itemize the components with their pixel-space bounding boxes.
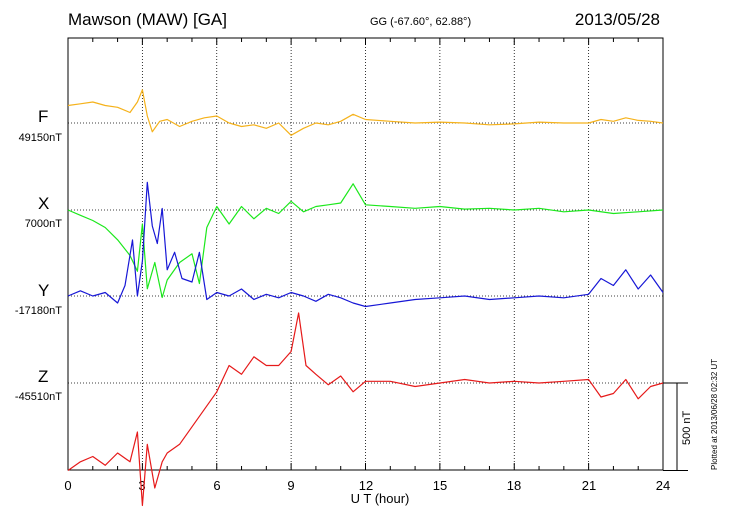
series-line-y: [67, 181, 664, 308]
channel-baseline-y: -17180nT: [14, 305, 62, 317]
station-title: Mawson (MAW) [GA]: [68, 10, 227, 29]
axis-ticks: [67, 38, 664, 470]
channel-baseline-z: -45510nT: [14, 391, 62, 403]
series-line-z: [67, 312, 664, 507]
geographic-coordinates: GG (-67.60°, 62.88°): [370, 16, 472, 28]
x-tick-label: 21: [581, 478, 597, 493]
series-line-f: [67, 89, 664, 136]
x-tick-label: 3: [138, 478, 146, 493]
channel-letter-z: Z: [38, 367, 49, 386]
x-tick-label: 9: [287, 478, 295, 493]
x-tick-label: 15: [432, 478, 448, 493]
channel-letter-f: F: [38, 107, 49, 126]
x-tick-label: 12: [358, 478, 374, 493]
channel-letter-y: Y: [38, 281, 50, 300]
scale-bar: [663, 382, 688, 471]
vertical-gridlines: [141, 38, 590, 470]
series-line-x: [67, 183, 664, 299]
traces: [67, 89, 664, 507]
x-tick-label: 0: [64, 478, 72, 493]
x-tick-label: 24: [655, 478, 671, 493]
x-tick-label: 6: [213, 478, 221, 493]
channel-letter-x: X: [38, 194, 50, 213]
chart-date: 2013/05/28: [574, 10, 660, 29]
channel-baseline-x: 7000nT: [24, 218, 62, 230]
x-axis-label: U T (hour): [350, 491, 410, 506]
channel-baseline-f: 49150nT: [18, 132, 62, 144]
x-tick-label: 18: [506, 478, 522, 493]
